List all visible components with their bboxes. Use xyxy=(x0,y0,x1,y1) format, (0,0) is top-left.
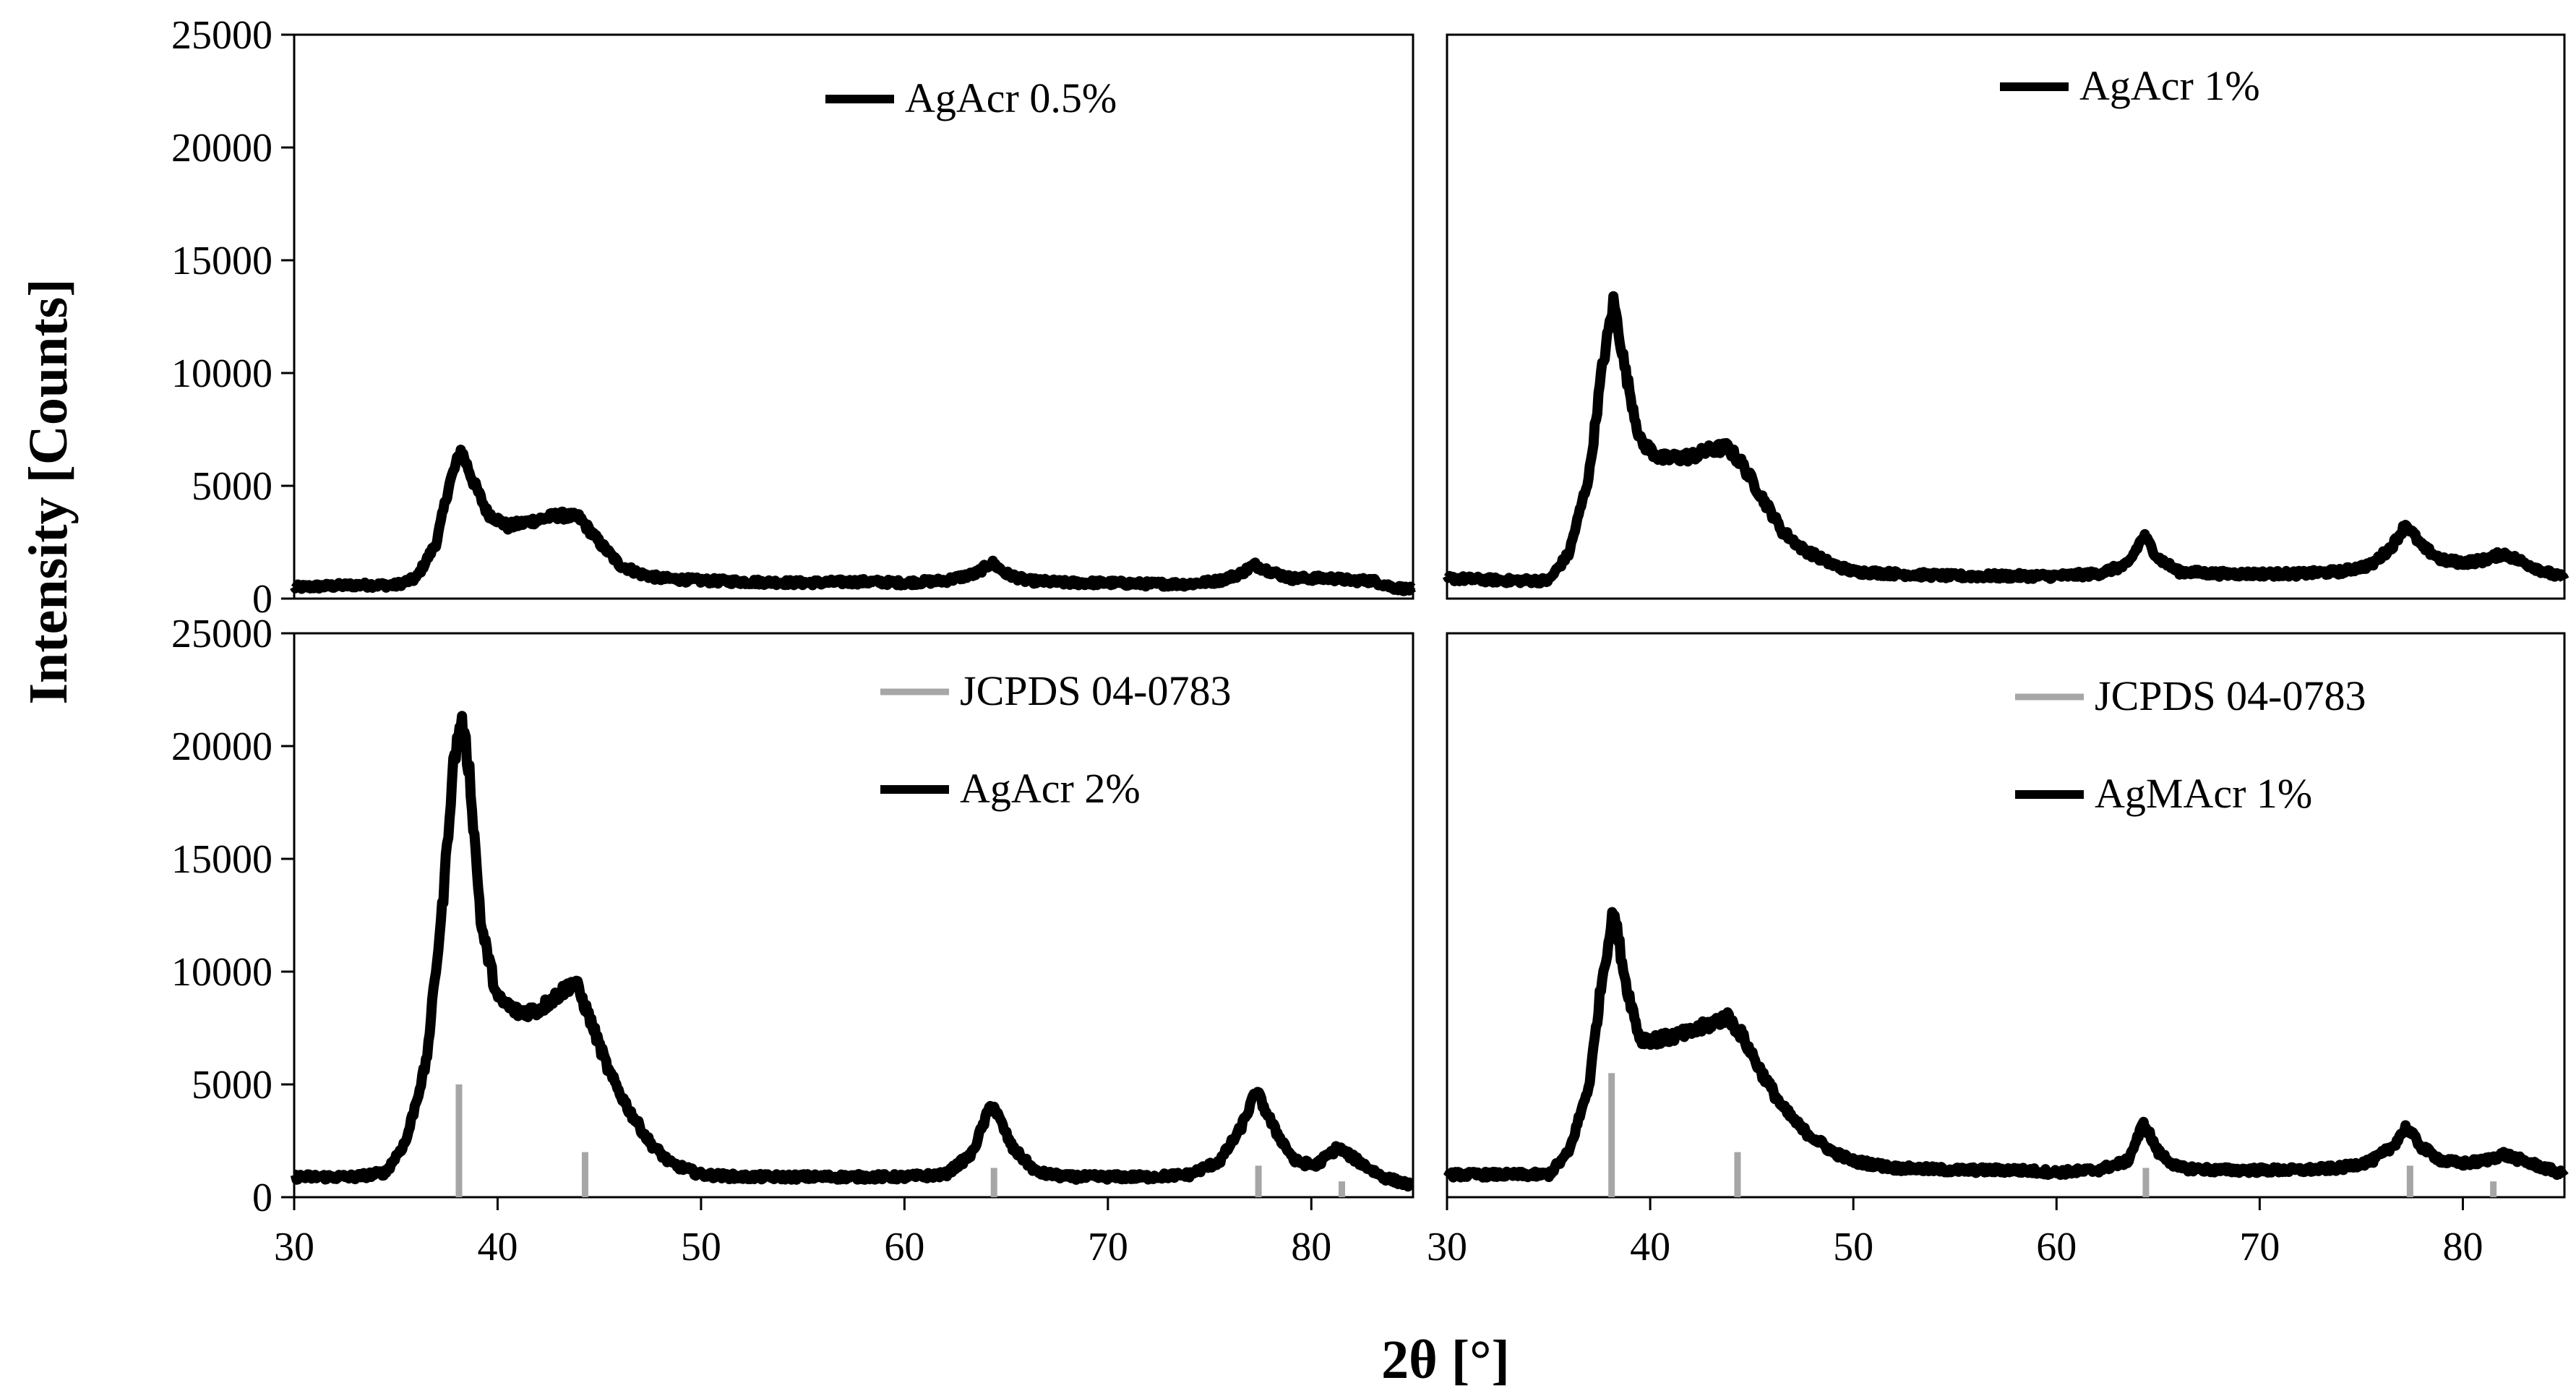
y-tick-label: 25000 xyxy=(171,612,272,656)
panel-frame xyxy=(293,33,1414,600)
x-tick-label: 80 xyxy=(1291,1225,1331,1269)
x-tick-label: 80 xyxy=(2442,1225,2483,1269)
y-tick-label: 20000 xyxy=(171,724,272,769)
x-tick-label: 70 xyxy=(1088,1225,1128,1269)
y-tick-label: 10000 xyxy=(171,351,272,396)
y-tick-label: 5000 xyxy=(192,1063,272,1108)
panel-top-right: AgAcr 1% xyxy=(1442,33,2569,600)
x-axis-title: 2θ [°] xyxy=(1381,1329,1510,1390)
x-tick-label: 50 xyxy=(1833,1225,1873,1269)
y-tick-label: 0 xyxy=(252,1176,272,1220)
y-tick-label: 10000 xyxy=(171,950,272,995)
panel-frame xyxy=(293,632,1414,1199)
panel-bottom-left: 0 5000 10000 15000 20000 25000 30 40 50 60 70 80 JCP… xyxy=(171,612,1417,1269)
x-tick-label: 50 xyxy=(681,1225,721,1269)
panels-group: 0 5000 10000 15000 20000 25000 AgAcr 0.5% AgAcr… xyxy=(171,13,2569,1269)
x-tick-label: 60 xyxy=(2036,1225,2077,1269)
panel-frame xyxy=(1446,632,2566,1199)
xrd-pattern-line xyxy=(290,445,1417,596)
legend-label: AgAcr 2% xyxy=(960,765,1141,812)
y-tick-label: 15000 xyxy=(171,837,272,882)
legend-label: JCPDS 04-0783 xyxy=(2095,672,2366,719)
xrd-pattern-line xyxy=(290,711,1417,1192)
y-tick-label: 25000 xyxy=(171,13,272,58)
panel-frame xyxy=(1446,33,2566,600)
legend-label: AgAcr 0.5% xyxy=(905,74,1117,121)
y-axis-title: Intensity [Counts] xyxy=(18,278,79,704)
y-tick-label: 20000 xyxy=(171,126,272,171)
x-tick-label: 30 xyxy=(1427,1225,1467,1269)
xrd-pattern-line xyxy=(1442,291,2569,588)
y-tick-label: 15000 xyxy=(171,239,272,283)
legend-label: AgAcr 1% xyxy=(2079,62,2260,109)
x-tick-label: 60 xyxy=(884,1225,924,1269)
x-tick-label: 40 xyxy=(1630,1225,1670,1269)
legend-label: JCPDS 04-0783 xyxy=(960,667,1231,714)
xrd-pattern-line xyxy=(1443,907,2569,1183)
x-tick-label: 70 xyxy=(2239,1225,2280,1269)
panel-bottom-right: 30 40 50 60 70 80 JCPDS 04-0783 AgMAcr 1% xyxy=(1427,632,2569,1269)
x-tick-label: 40 xyxy=(477,1225,518,1269)
y-tick-label: 0 xyxy=(252,577,272,622)
legend-label: AgMAcr 1% xyxy=(2095,770,2312,817)
panel-top-left: 0 5000 10000 15000 20000 25000 AgAcr 0.5% xyxy=(171,13,1417,622)
y-tick-label: 5000 xyxy=(192,464,272,509)
x-tick-label: 30 xyxy=(274,1225,314,1269)
